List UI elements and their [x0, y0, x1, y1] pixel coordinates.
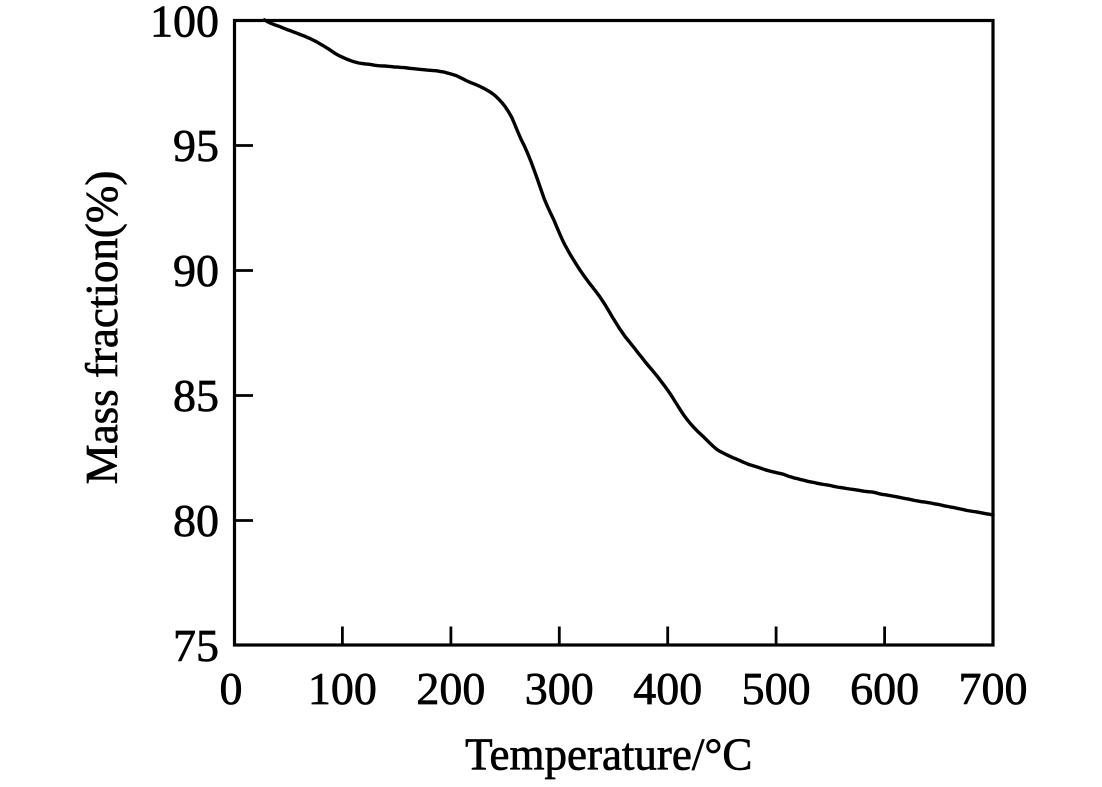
svg-text:Temperature/°C: Temperature/°C	[465, 730, 752, 780]
svg-text:500: 500	[742, 663, 811, 714]
svg-text:Mass fraction(%): Mass fraction(%)	[77, 171, 127, 485]
svg-text:95: 95	[173, 120, 219, 171]
svg-text:600: 600	[850, 663, 919, 714]
svg-text:700: 700	[959, 663, 1028, 714]
svg-text:400: 400	[633, 663, 702, 714]
svg-text:85: 85	[173, 370, 219, 421]
svg-text:100: 100	[150, 0, 219, 47]
svg-text:300: 300	[525, 663, 594, 714]
svg-text:200: 200	[416, 663, 485, 714]
svg-text:80: 80	[173, 495, 219, 546]
svg-text:90: 90	[173, 245, 219, 296]
svg-text:0: 0	[220, 663, 243, 714]
svg-text:100: 100	[308, 663, 377, 714]
svg-text:75: 75	[173, 620, 219, 671]
